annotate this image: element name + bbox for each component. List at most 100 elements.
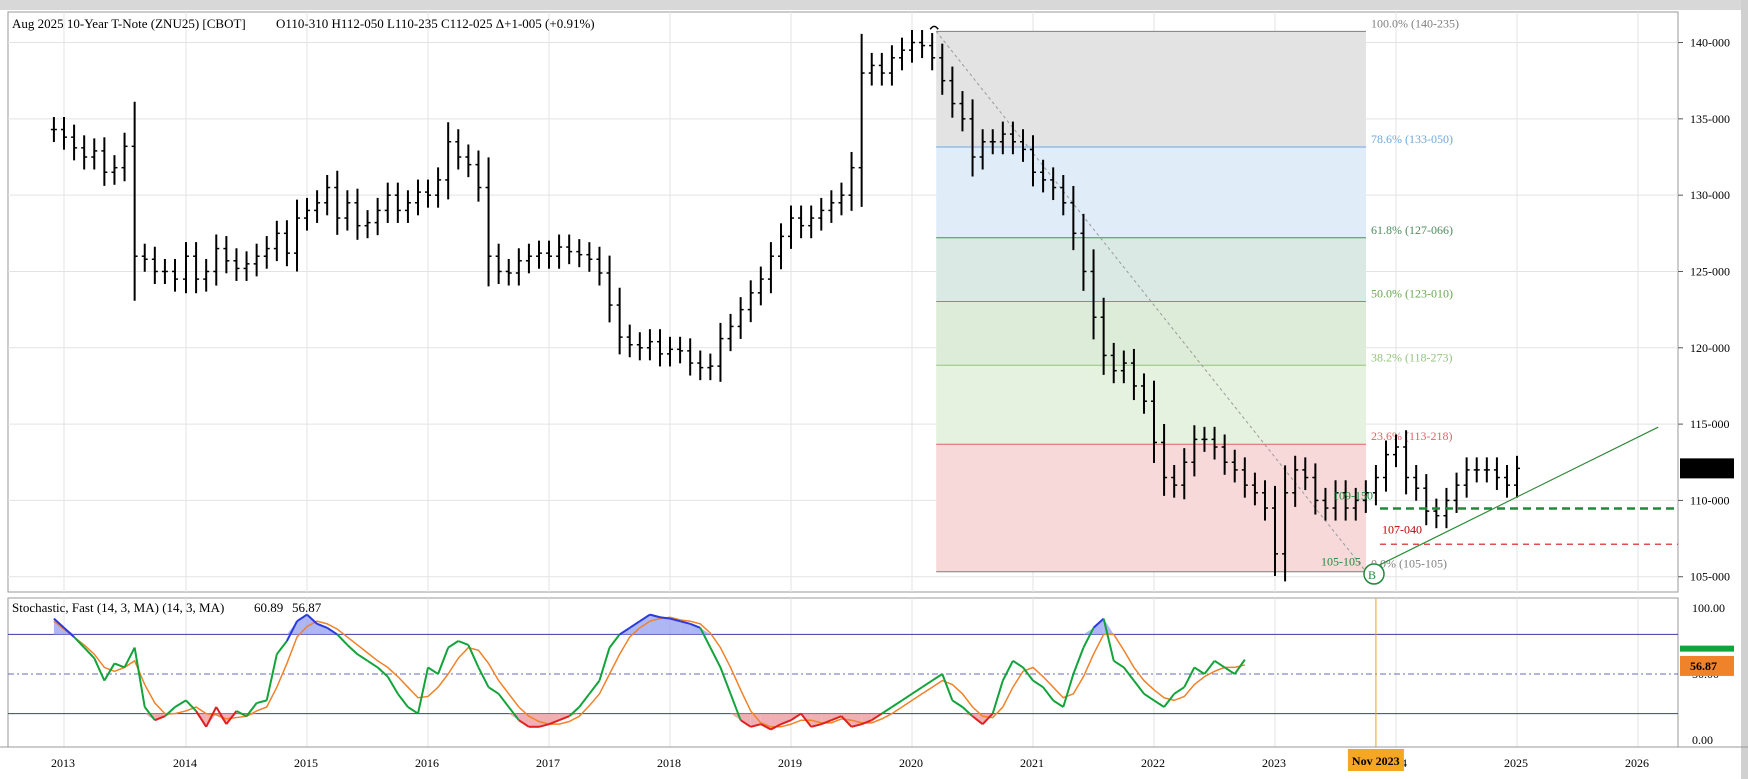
stoch-k-segment: [477, 666, 490, 688]
time-axis-label: 2019: [778, 756, 802, 770]
stoch-oversold-fill: [770, 713, 782, 730]
stoch-k-segment: [639, 613, 651, 623]
price-axis-label: 140-000: [1690, 36, 1730, 50]
stoch-k-segment: [578, 693, 591, 708]
stoch-k-segment: [719, 667, 732, 695]
stoch-d-tag-label: 56.87: [1690, 659, 1717, 673]
stoch-k-segment: [386, 676, 399, 695]
stoch-k-segment: [114, 662, 125, 669]
stoch-oversold-fill: [861, 713, 872, 725]
top-bar: [0, 0, 1748, 10]
stoch-k-tag: [1680, 645, 1734, 652]
time-axis-label: 2023: [1262, 756, 1286, 770]
price-axis-label: 135-000: [1690, 112, 1730, 126]
time-axis-label: 2022: [1141, 756, 1165, 770]
stoch-k-segment: [729, 693, 742, 721]
stoch-overbought-fill: [1093, 618, 1104, 635]
stoch-k-segment: [961, 706, 974, 717]
b-signal-icon: [1363, 563, 1385, 585]
stoch-k-segment: [276, 640, 288, 655]
stoch-k-segment: [1224, 666, 1236, 675]
stoch-overbought-fill: [317, 623, 328, 635]
fib-level-label: 61.8% (127-066): [1371, 223, 1453, 237]
stoch-oversold-fill: [821, 713, 832, 725]
stoch-k-segment: [174, 699, 187, 708]
stoch-oversold-fill: [508, 713, 519, 721]
fib-diagonal: [935, 31, 1367, 573]
stoch-k-segment: [619, 626, 631, 636]
price-axis-label: 125-000: [1690, 264, 1730, 278]
stoch-k-segment: [1001, 660, 1014, 682]
fib-level-label: 23.6% (113-218): [1371, 429, 1453, 443]
price-axis-label: 105-000: [1690, 570, 1730, 584]
stoch-k-segment: [154, 715, 166, 722]
support2-label: 107-040: [1382, 522, 1422, 536]
stoch-k-segment: [1214, 659, 1226, 669]
stoch-k-segment: [689, 622, 701, 629]
time-axis-label: 2021: [1020, 756, 1044, 770]
price-axis-label: 115-000: [1690, 417, 1730, 431]
stoch-k-segment: [901, 692, 913, 702]
stoch-k-segment: [296, 613, 308, 623]
stoch-k-segment: [1123, 666, 1135, 682]
fib-level-label: 50.0% (123-010): [1371, 287, 1453, 301]
stoch-k-segment: [629, 620, 641, 629]
stoch-axis-label: 0.00: [1692, 733, 1713, 747]
stoch-k-segment: [397, 693, 409, 708]
stoch-k-segment: [457, 640, 469, 646]
stoch-k-segment: [417, 667, 429, 714]
fib-level-label: 100.0% (140-235): [1371, 16, 1459, 30]
stoch-oversold-fill: [144, 713, 155, 721]
stoch-k-segment: [467, 644, 480, 668]
stoch-oversold-fill: [740, 713, 751, 727]
stoch-k-segment: [608, 633, 621, 649]
stoch-k-segment: [133, 647, 146, 708]
stoch-k-segment: [195, 710, 208, 728]
time-axis-label: 2017: [536, 756, 560, 770]
stoch-k-segment: [760, 723, 772, 731]
stoch-k-segment: [376, 666, 389, 678]
stoch-k-segment: [679, 620, 691, 625]
stoch-k-segment: [93, 657, 106, 682]
stoch-k-segment: [740, 719, 752, 728]
stoch-k-segment: [316, 622, 328, 629]
stoch-k-segment: [407, 706, 419, 715]
stoch-k-segment: [1032, 679, 1044, 689]
right-scrollbar: [1741, 0, 1748, 779]
stoch-k-segment: [1183, 666, 1196, 688]
stoch-d-line: [53, 616, 1245, 728]
stoch-k-segment: [851, 723, 862, 728]
fib-zone: [936, 31, 1366, 147]
stoch-k-segment: [971, 715, 984, 725]
stoch-k-segment: [709, 647, 722, 668]
stoch-k-segment: [1193, 666, 1206, 675]
stoch-k-segment: [831, 715, 842, 722]
fib-level-label: 38.2% (118-273): [1371, 350, 1453, 364]
price-axis-label: 120-000: [1690, 341, 1730, 355]
stoch-k-segment: [941, 673, 954, 701]
stoch-oversold-fill: [811, 713, 822, 727]
time-axis-label: 2014: [173, 756, 197, 770]
stoch-k-segment: [659, 616, 671, 620]
stoch-k-segment: [1092, 617, 1105, 629]
last-price-tag: [1680, 458, 1734, 479]
stoch-k-segment: [991, 680, 1004, 714]
fib-level-label: 78.6% (133-050): [1371, 132, 1453, 146]
stoch-k-segment: [265, 653, 278, 701]
stoch-k-segment: [256, 699, 267, 705]
stoch-k-segment: [911, 686, 923, 695]
chart-title: Aug 2025 10-Year T-Note (ZNU25) [CBOT]: [12, 16, 246, 31]
stoch-d-tag: [1680, 655, 1734, 676]
stoch-k-segment: [780, 719, 792, 726]
stoch-k-segment: [225, 710, 238, 725]
stoch-oversold-fill: [206, 713, 217, 727]
stoch-k-segment: [346, 644, 359, 655]
stoch-k-segment: [427, 666, 439, 675]
stoch-k-segment: [1082, 627, 1095, 649]
stoch-k-segment: [1102, 618, 1115, 662]
stoch-k-segment: [588, 679, 601, 695]
stoch-k-segment: [437, 647, 450, 675]
stoch-k-segment: [1143, 692, 1155, 702]
stoch-k-segment: [1042, 686, 1054, 702]
